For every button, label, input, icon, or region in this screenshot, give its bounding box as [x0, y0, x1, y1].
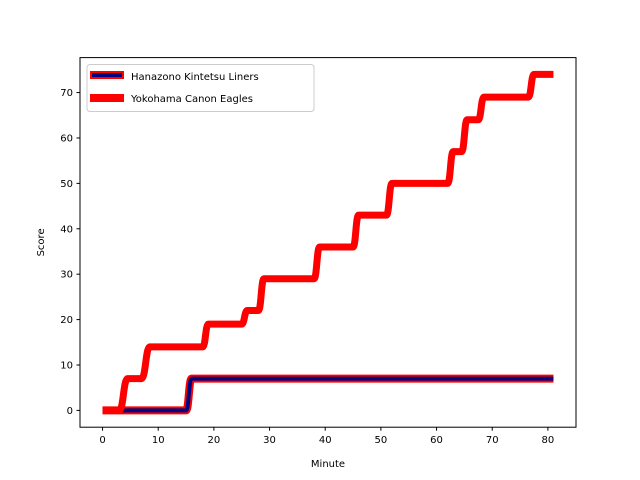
x-tick-label: 60: [430, 435, 443, 446]
x-tick-label: 30: [263, 435, 276, 446]
y-tick-label: 30: [60, 270, 73, 281]
y-tick-label: 40: [60, 224, 73, 235]
x-tick-label: 80: [542, 435, 555, 446]
x-axis-ticks: 0 10 20 30 40 50 60 70 80: [99, 427, 554, 446]
x-tick-label: 40: [319, 435, 332, 446]
y-tick-label: 10: [60, 360, 73, 371]
legend-label-eagles: Yokohama Canon Eagles: [130, 94, 253, 105]
y-tick-label: 20: [60, 315, 73, 326]
x-tick-label: 10: [152, 435, 165, 446]
series-line-hanazono-kintetsu-liners: [102, 376, 554, 413]
legend-swatch-liners: [90, 71, 124, 79]
y-tick-label: 0: [67, 406, 73, 417]
y-axis-ticks: 0 10 20 30 40 50 60 70: [60, 88, 80, 417]
legend-box: [86, 64, 315, 112]
y-tick-label: 50: [60, 179, 73, 190]
x-tick-label: 50: [375, 435, 388, 446]
legend-label-liners: Hanazono Kintetsu Liners: [131, 72, 259, 83]
x-axis-label: Minute: [311, 459, 345, 470]
plot-frame: [79, 57, 577, 428]
plot-area: [102, 70, 554, 415]
x-tick-label: 0: [99, 435, 105, 446]
legend: Hanazono Kintetsu Liners Yokohama Canon …: [86, 64, 315, 112]
series-line-yokohama-canon-eagles: [102, 70, 554, 414]
y-tick-label: 60: [60, 133, 73, 144]
y-axis-label: Score: [36, 228, 47, 256]
x-tick-label: 20: [208, 435, 221, 446]
x-tick-label: 70: [486, 435, 499, 446]
y-tick-label: 70: [60, 88, 73, 99]
legend-swatch-eagles: [90, 94, 124, 102]
